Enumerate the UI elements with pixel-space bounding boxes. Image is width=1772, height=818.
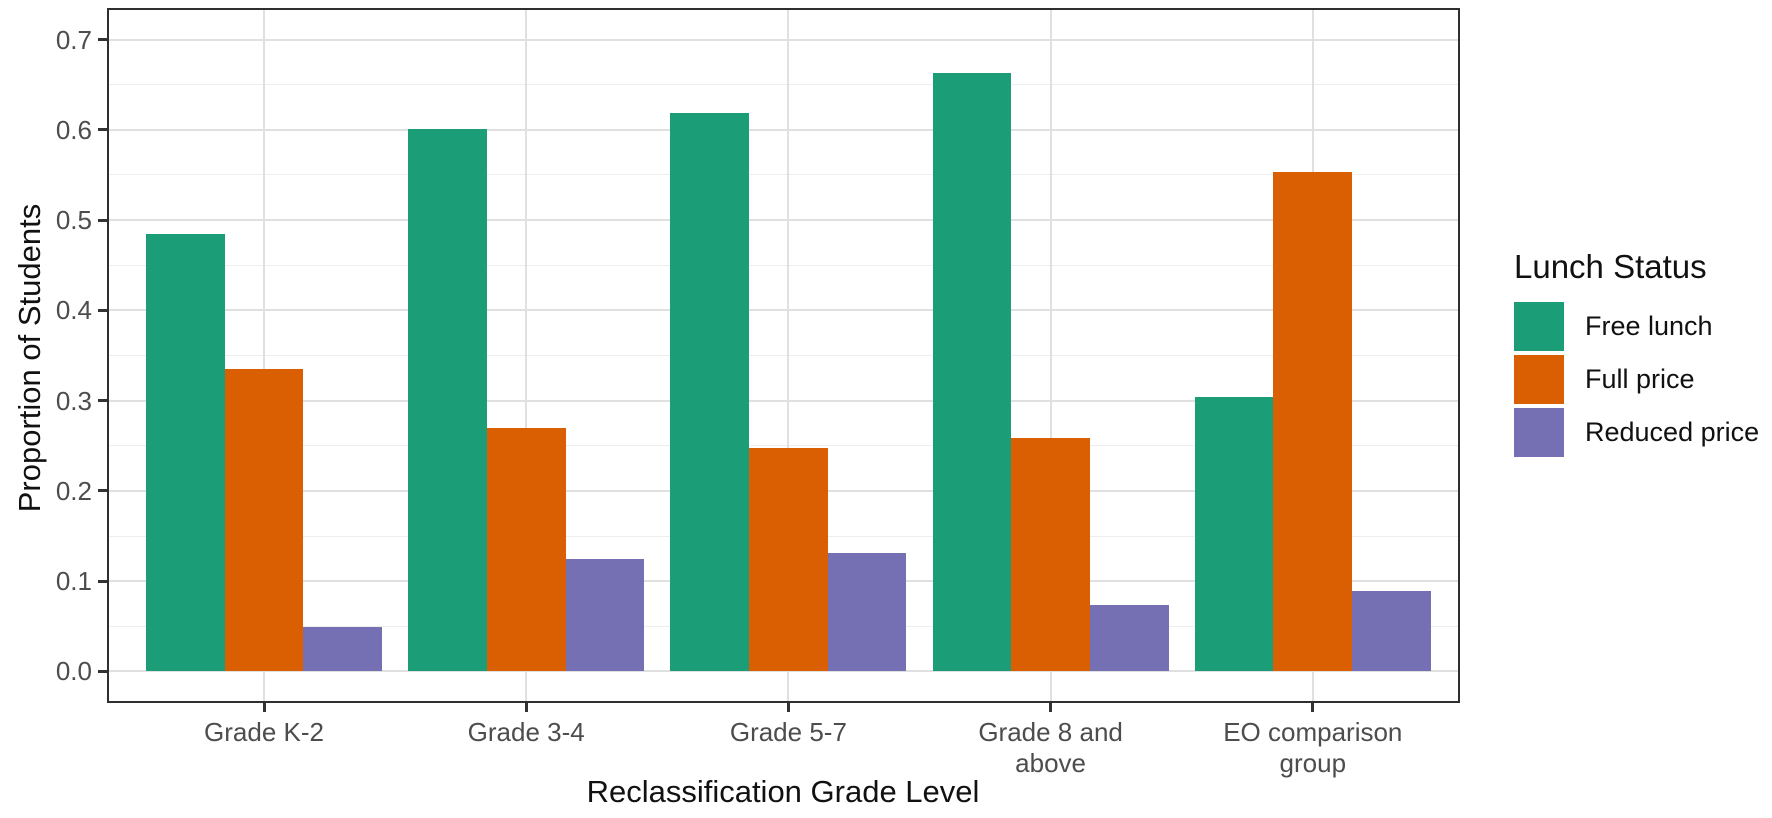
legend: Lunch Status Free lunch Full price Reduced…	[1514, 248, 1759, 461]
gridline-h-major	[107, 128, 1460, 131]
x-axis-tick	[786, 703, 790, 712]
bar-reduced-price	[1352, 591, 1431, 672]
legend-title: Lunch Status	[1514, 248, 1707, 285]
x-tick-label: Grade 5-7	[729, 717, 847, 747]
bar-full-price	[1273, 172, 1353, 672]
gridline-h-minor	[107, 445, 1460, 447]
bar-full-price	[224, 369, 304, 672]
bar-reduced-price	[827, 553, 907, 672]
y-axis-tick	[98, 218, 107, 222]
y-axis-tick	[98, 579, 107, 583]
bar-free-lunch	[408, 128, 487, 672]
y-axis-tick	[98, 38, 107, 42]
x-axis-tick	[1311, 703, 1315, 712]
legend-swatch-free-lunch	[1514, 302, 1564, 351]
y-axis-tick	[98, 489, 107, 493]
legend-label: Reduced price	[1585, 417, 1760, 447]
legend-item: Reduced price	[1514, 408, 1759, 457]
x-tick-label: EO comparison group	[1223, 717, 1403, 778]
bar-free-lunch	[146, 233, 225, 672]
y-tick-label: 0.7	[55, 24, 92, 55]
gridline-h-major	[107, 309, 1460, 312]
y-tick-label: 0.2	[55, 475, 92, 506]
x-tick-label: Grade 8 and above	[978, 717, 1123, 778]
gridline-h-minor	[107, 84, 1460, 86]
x-axis-tick	[1049, 703, 1053, 712]
gridline-v-major	[1049, 8, 1052, 703]
gridline-h-minor	[107, 355, 1460, 356]
legend-label: Free lunch	[1585, 311, 1713, 341]
gridline-h-minor	[107, 174, 1460, 176]
gridline-h-minor	[107, 264, 1460, 266]
bar-reduced-price	[303, 627, 382, 672]
x-axis-title: Reclassification Grade Level	[586, 774, 980, 809]
gridline-h-major	[107, 219, 1460, 222]
gridline-v-major	[525, 8, 528, 703]
bar-free-lunch	[670, 112, 750, 672]
legend-items: Free lunch Full price Reduced price	[1514, 302, 1759, 457]
y-tick-label: 0.1	[55, 566, 92, 597]
legend-label: Full price	[1585, 364, 1695, 394]
y-tick-label: 0.6	[55, 114, 92, 145]
bar-free-lunch	[932, 72, 1012, 672]
bar-free-lunch	[1194, 397, 1274, 672]
y-axis-tick	[98, 669, 107, 673]
bar-full-price	[749, 448, 828, 672]
y-tick-label: 0.4	[55, 295, 92, 326]
legend-swatch-full-price	[1514, 355, 1564, 404]
x-axis-tick	[262, 703, 266, 712]
bar-full-price	[1011, 437, 1090, 672]
x-tick-label: Grade 3-4	[467, 717, 585, 747]
y-tick-label: 0.5	[55, 205, 92, 236]
y-axis-tick	[98, 399, 107, 403]
x-tick-label: Grade K-2	[204, 717, 324, 747]
gridline-h-major	[107, 399, 1460, 402]
y-axis-tick	[98, 128, 107, 132]
y-tick-label: 0.3	[55, 385, 92, 416]
bar-full-price	[486, 427, 566, 672]
gridline-h-major	[107, 38, 1460, 41]
x-axis-tick	[524, 703, 528, 712]
y-tick-label: 0.0	[55, 656, 92, 687]
legend-item: Free lunch	[1514, 302, 1759, 351]
plot-panel	[107, 8, 1460, 703]
gridline-v-major	[263, 8, 265, 703]
bar-reduced-price	[565, 559, 645, 672]
y-axis-tick	[98, 308, 107, 312]
gridline-v-major	[787, 8, 790, 703]
legend-swatch-reduced-price	[1514, 408, 1564, 457]
bar-reduced-price	[1089, 604, 1169, 672]
gridline-h-major	[107, 670, 1460, 673]
y-axis-title: Proportion of Students	[12, 203, 47, 513]
legend-item: Full price	[1514, 355, 1759, 404]
